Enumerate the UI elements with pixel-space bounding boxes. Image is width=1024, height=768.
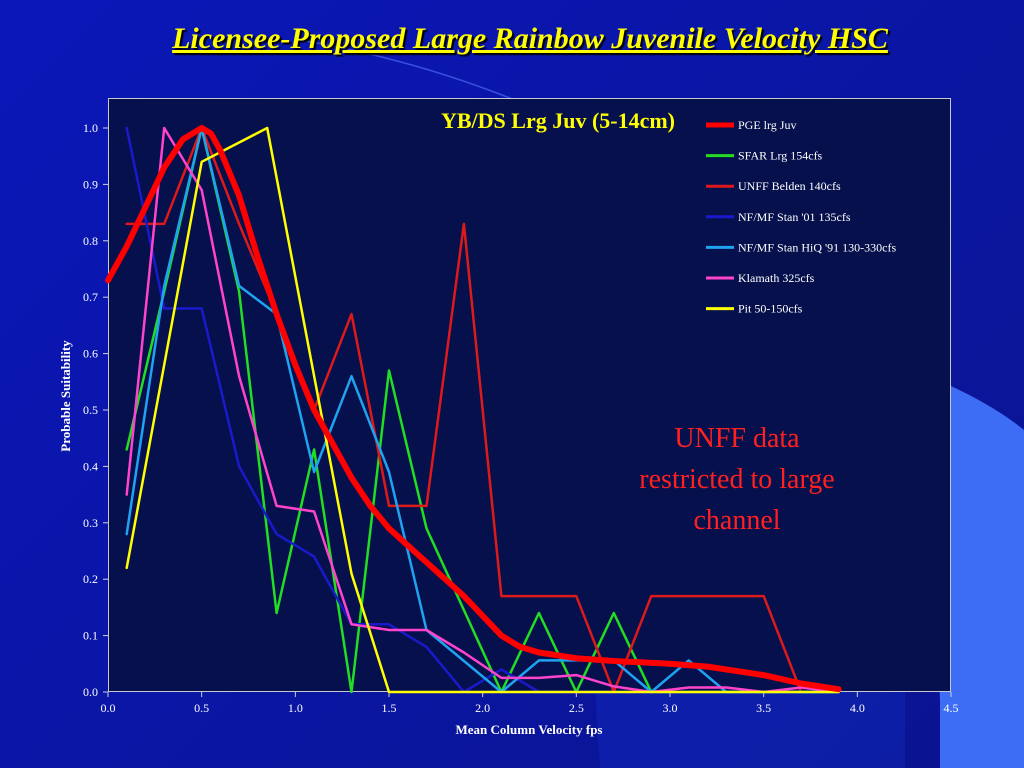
legend-item: NF/MF Stan HiQ '91 130-330cfs [706, 240, 896, 254]
series-line-pit-50-150cfs [125, 126, 840, 694]
x-tick-label: 1.5 [382, 701, 397, 715]
legend-item: SFAR Lrg 154cfs [706, 149, 823, 163]
y-tick-label: 0.1 [83, 629, 98, 643]
x-tick-label: 0.5 [194, 701, 209, 715]
series-line-pge-lrg-juv [105, 125, 842, 693]
y-tick-label: 0.7 [83, 290, 98, 304]
legend-label: SFAR Lrg 154cfs [738, 149, 823, 163]
x-tick-label: 3.5 [756, 701, 771, 715]
series-lines [105, 125, 842, 694]
legend-item: Klamath 325cfs [706, 271, 815, 285]
y-tick-label: 0.5 [83, 403, 98, 417]
x-tick-label: 2.5 [569, 701, 584, 715]
legend-item: Pit 50-150cfs [706, 302, 803, 316]
legend-item: UNFF Belden 140cfs [706, 179, 841, 193]
unff-note: UNFF data restricted to large channel [639, 423, 835, 536]
legend-label: PGE lrg Juv [738, 118, 796, 132]
y-tick-label: 0.4 [83, 459, 98, 473]
slide-title: Licensee-Proposed Large Rainbow Juvenile… [172, 22, 888, 55]
series-line-unff-belden-140cfs [125, 126, 803, 694]
y-tick-label: 0.9 [83, 177, 98, 191]
y-axis-label: Probable Suitability [58, 340, 73, 452]
legend-label: Pit 50-150cfs [738, 302, 803, 316]
x-tick-label: 4.5 [944, 701, 959, 715]
legend-label: NF/MF Stan '01 135cfs [738, 210, 851, 224]
series-line-nf-mf-stan-hiq-91-130-330cfs [125, 126, 840, 694]
legend: PGE lrg Juv SFAR Lrg 154cfs UNFF Belden 14… [706, 118, 896, 316]
chart-title: YB/DS Lrg Juv (5-14cm) [441, 108, 675, 133]
x-tick-label: 4.0 [850, 701, 865, 715]
y-tick-label: 0.2 [83, 572, 98, 586]
y-tick-label: 0.6 [83, 347, 98, 361]
x-tick-label: 2.0 [475, 701, 490, 715]
legend-label: NF/MF Stan HiQ '91 130-330cfs [738, 240, 896, 254]
x-tick-label: 3.0 [663, 701, 678, 715]
plot-area [108, 98, 951, 692]
legend-item: PGE lrg Juv [706, 118, 796, 132]
x-tick-label: 0.0 [101, 701, 116, 715]
legend-label: Klamath 325cfs [738, 271, 815, 285]
y-tick-label: 0.3 [83, 516, 98, 530]
y-tick-label: 0.0 [83, 685, 98, 699]
legend-label: UNFF Belden 140cfs [738, 179, 841, 193]
series-line-klamath-325cfs [125, 126, 840, 694]
legend-item: NF/MF Stan '01 135cfs [706, 210, 851, 224]
y-tick-label: 0.8 [83, 234, 98, 248]
x-tick-label: 1.0 [288, 701, 303, 715]
y-tick-label: 1.0 [83, 121, 98, 135]
axes: 0.0 0.1 0.2 0.3 0.4 0.5 0.6 0.7 0.8 0.9 1.0 0.0 0.5 1… [83, 121, 959, 715]
x-axis-label: Mean Column Velocity fps [456, 722, 603, 737]
